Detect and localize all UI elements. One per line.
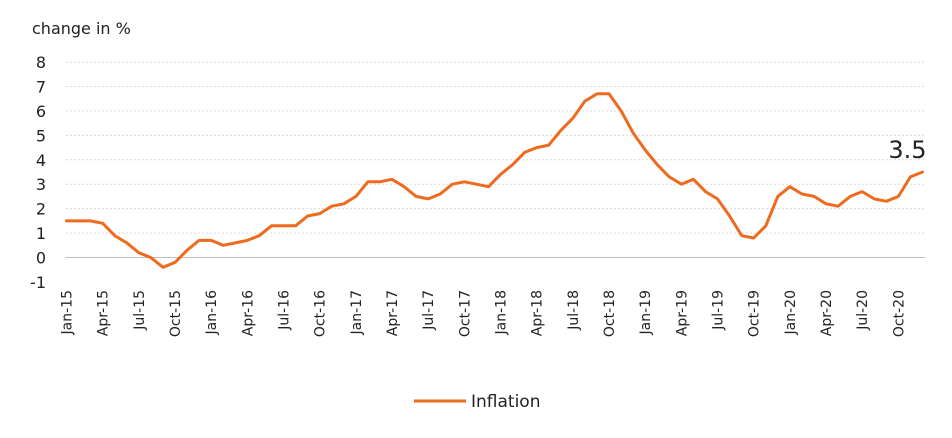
x-axis-ticks: Jan-15 Apr-15 Jul-15 Oct-15 Jan-16 Apr-16 Jul-… (60, 290, 908, 337)
x-tick-label: Apr-15 (96, 290, 112, 336)
x-tick-label: Oct-15 (168, 290, 184, 337)
y-tick-label: 3 (36, 175, 46, 194)
y-axis-ticks: 8 7 6 5 4 3 2 1 0 -1 (30, 53, 46, 292)
series-line-inflation (65, 92, 924, 269)
x-tick-label: Apr-17 (385, 290, 401, 336)
gridlines (66, 61, 925, 259)
x-tick-label: Apr-18 (530, 290, 546, 336)
series-layer (65, 92, 924, 269)
x-tick-label: Oct-16 (313, 290, 329, 337)
x-tick-label: Apr-16 (240, 290, 256, 336)
legend: Inflation (414, 392, 540, 412)
y-tick-label: 6 (36, 102, 46, 121)
x-tick-label: Jan-18 (494, 290, 510, 335)
x-tick-label: Oct-17 (457, 290, 473, 337)
y-tick-label: 4 (36, 151, 46, 170)
x-tick-label: Oct-20 (891, 290, 907, 337)
y-tick-label: 2 (36, 200, 46, 219)
x-tick-label: Oct-19 (747, 290, 763, 337)
x-tick-label: Apr-19 (674, 290, 690, 336)
y-tick-label: 8 (36, 53, 46, 72)
y-axis-label: change in % (32, 19, 131, 38)
y-tick-label: 5 (36, 126, 46, 145)
x-tick-label: Jan-15 (60, 290, 76, 335)
y-tick-label: 1 (36, 224, 46, 243)
x-tick-label: Oct-18 (602, 290, 618, 337)
y-tick-label: 7 (36, 77, 46, 96)
x-tick-label: Jul-17 (421, 290, 437, 331)
x-tick-label: Jul-15 (132, 290, 148, 331)
x-tick-label: Jan-20 (783, 290, 799, 335)
x-tick-label: Jul-16 (277, 290, 293, 331)
x-tick-label: Jan-17 (349, 290, 365, 335)
x-tick-label: Jan-19 (638, 290, 654, 335)
x-tick-label: Jul-20 (855, 290, 871, 331)
x-tick-label: Jul-18 (566, 290, 582, 331)
x-tick-label: Apr-20 (819, 290, 835, 336)
legend-label-inflation: Inflation (471, 392, 540, 412)
x-tick-label: Jan-16 (204, 290, 220, 336)
y-tick-label: 0 (36, 249, 46, 268)
x-tick-label: Jul-19 (711, 290, 727, 331)
y-tick-label: -1 (30, 273, 46, 292)
end-value-label: 3.5 (888, 136, 926, 164)
